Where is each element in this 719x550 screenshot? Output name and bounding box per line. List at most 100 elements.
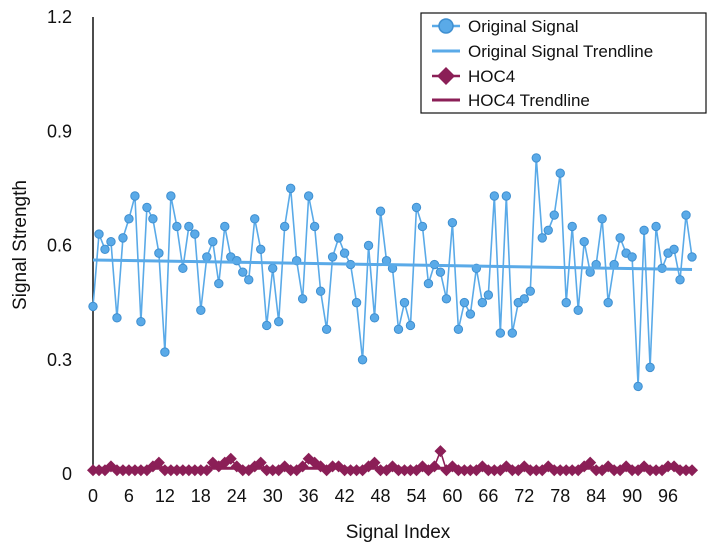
x-tick-label: 18 xyxy=(191,486,211,506)
legend-label-original-signal-trendline: Original Signal Trendline xyxy=(468,42,653,61)
legend-label-hoc4-trendline: HOC4 Trendline xyxy=(468,91,590,110)
original-signal-point xyxy=(687,252,697,262)
original-signal-point xyxy=(100,244,110,255)
original-signal-point xyxy=(172,221,182,232)
original-signal-point xyxy=(669,244,679,255)
original-signal-point xyxy=(303,191,314,201)
original-signal-point xyxy=(441,294,452,304)
x-tick-label: 12 xyxy=(155,486,175,506)
original-signal-point xyxy=(495,328,506,338)
original-signal-point xyxy=(327,252,338,262)
original-signal-point xyxy=(285,183,296,194)
x-tick-label: 0 xyxy=(88,486,98,506)
legend-item-original-signal-trendline: Original Signal Trendline xyxy=(432,42,653,61)
original-signal-point xyxy=(118,233,128,243)
original-signal-point xyxy=(549,210,559,220)
x-tick-label: 30 xyxy=(263,486,283,506)
hoc4-point xyxy=(368,456,381,469)
original-signal-point xyxy=(273,316,284,327)
series-layer xyxy=(87,153,699,477)
y-tick-label: 1.2 xyxy=(47,7,72,27)
original-signal-point xyxy=(256,244,266,255)
original-signal-point xyxy=(399,297,410,308)
x-tick-label: 54 xyxy=(406,486,426,506)
original-signal-point xyxy=(633,381,643,392)
legend-item-hoc4-trendline: HOC4 Trendline xyxy=(432,91,590,110)
x-tick-labels: 0 6 12 18 24 30 36 42 48 54 60 66 72 78 84 90 96 xyxy=(88,486,678,506)
legend-marker-hoc4 xyxy=(437,67,455,85)
legend-label-original-signal: Original Signal xyxy=(468,17,579,36)
original-signal-point xyxy=(465,309,476,319)
original-signal-point xyxy=(561,297,571,308)
original-signal-point xyxy=(244,275,254,285)
original-signal-point xyxy=(94,229,104,239)
original-signal-point xyxy=(675,275,685,285)
original-signal-point xyxy=(214,278,224,289)
original-signal-point xyxy=(489,191,500,201)
original-signal-point xyxy=(417,221,428,232)
x-tick-label: 24 xyxy=(227,486,247,506)
original-signal-point xyxy=(339,248,350,258)
original-signal-point xyxy=(166,191,176,201)
original-signal-point xyxy=(537,233,547,243)
x-tick-label: 42 xyxy=(335,486,355,506)
original-signal-point xyxy=(309,221,320,232)
y-axis-title: Signal Strength xyxy=(10,180,31,310)
original-signal-point xyxy=(321,324,332,334)
original-signal-point xyxy=(531,153,541,163)
original-signal-point xyxy=(208,236,218,247)
original-signal-point xyxy=(543,225,553,235)
x-axis-title: Signal Index xyxy=(346,522,451,543)
y-tick-label: 0 xyxy=(62,464,72,484)
original-signal-point xyxy=(501,191,512,201)
original-signal-point xyxy=(393,324,404,334)
original-signal-point xyxy=(615,233,625,243)
original-signal-point xyxy=(639,225,649,235)
original-signal-trendline-series xyxy=(92,258,693,271)
original-signal-point xyxy=(453,324,464,334)
original-signal-point xyxy=(130,191,140,201)
original-signal-point xyxy=(106,236,116,247)
original-signal-point xyxy=(579,236,589,247)
original-signal-point xyxy=(333,233,344,243)
original-signal-point xyxy=(136,316,146,327)
original-signal-point xyxy=(369,313,380,323)
original-signal-point xyxy=(220,221,230,232)
original-signal-point xyxy=(268,263,278,274)
original-signal-point xyxy=(447,217,458,228)
original-signal-point xyxy=(627,252,637,262)
original-signal-point xyxy=(597,214,607,224)
original-signal-point xyxy=(459,297,470,308)
original-signal-point xyxy=(124,214,134,224)
original-signal-point xyxy=(357,355,368,365)
y-tick-label: 0.9 xyxy=(47,121,72,141)
original-signal-point xyxy=(519,294,529,304)
original-signal-point xyxy=(250,214,260,224)
x-tick-label: 66 xyxy=(478,486,498,506)
original-signal-point xyxy=(351,297,362,308)
original-signal-point xyxy=(651,221,661,232)
hoc4-point xyxy=(584,456,597,469)
x-tick-label: 78 xyxy=(550,486,570,506)
original-signal-point xyxy=(160,347,170,357)
original-signal-point xyxy=(238,267,248,277)
original-signal-point xyxy=(154,248,164,258)
original-signal-point xyxy=(567,221,577,232)
original-signal-point xyxy=(297,294,308,304)
original-signal-point xyxy=(148,214,158,224)
original-signal-series xyxy=(88,153,697,392)
original-signal-point xyxy=(411,202,422,213)
original-signal-point xyxy=(423,278,434,289)
original-signal-point xyxy=(190,229,200,239)
hoc4-point xyxy=(434,445,447,458)
original-signal-point xyxy=(184,221,194,232)
original-signal-point xyxy=(483,290,494,300)
original-signal-point xyxy=(603,297,613,308)
hoc4-point xyxy=(254,456,267,469)
legend-label-hoc4: HOC4 xyxy=(468,67,515,86)
original-signal-point xyxy=(363,240,374,251)
hoc4-point xyxy=(224,452,237,465)
legend: Original Signal Original Signal Trendlin… xyxy=(420,12,707,114)
x-tick-label: 6 xyxy=(124,486,134,506)
